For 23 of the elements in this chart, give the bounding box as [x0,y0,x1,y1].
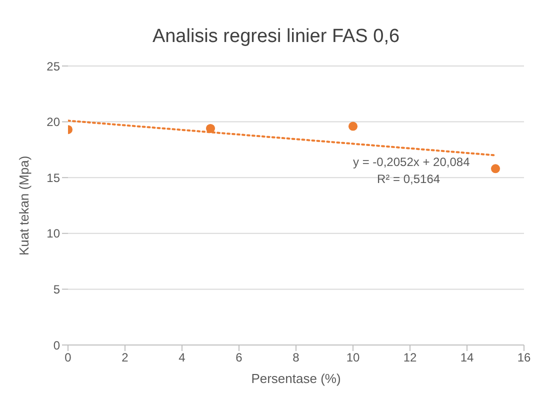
annotation: R² = 0,5164 [377,172,440,186]
point [490,164,500,174]
x-tick-label: 0 [64,350,72,365]
x-tick-label: 2 [122,350,129,365]
x-tick-label: 12 [403,350,417,365]
y-tick-label: 0 [53,338,60,352]
x-tick-label: 14 [460,350,474,365]
point [348,122,358,131]
x-tick-label: 16 [517,350,531,365]
y-tick-label: 10 [46,226,60,241]
x-axis-title: Persentase (%) [251,371,341,386]
point [206,124,216,133]
y-axis-title: Kuat tekan (Mpa) [16,156,32,256]
y-tick-label: 15 [46,170,60,185]
x-tick-label: 8 [292,350,300,365]
annotation: y = -0,2052x + 20,084 [353,155,470,169]
x-tick-label: 4 [178,350,186,365]
y-tick-label: 25 [46,59,60,74]
y-tick-label: 20 [46,115,60,130]
chart-title: Analisis regresi linier FAS 0,6 [151,25,401,49]
x-tick-label: 10 [346,350,360,365]
x-tick-label: 6 [236,350,243,365]
y-tick-label: 5 [53,282,60,296]
